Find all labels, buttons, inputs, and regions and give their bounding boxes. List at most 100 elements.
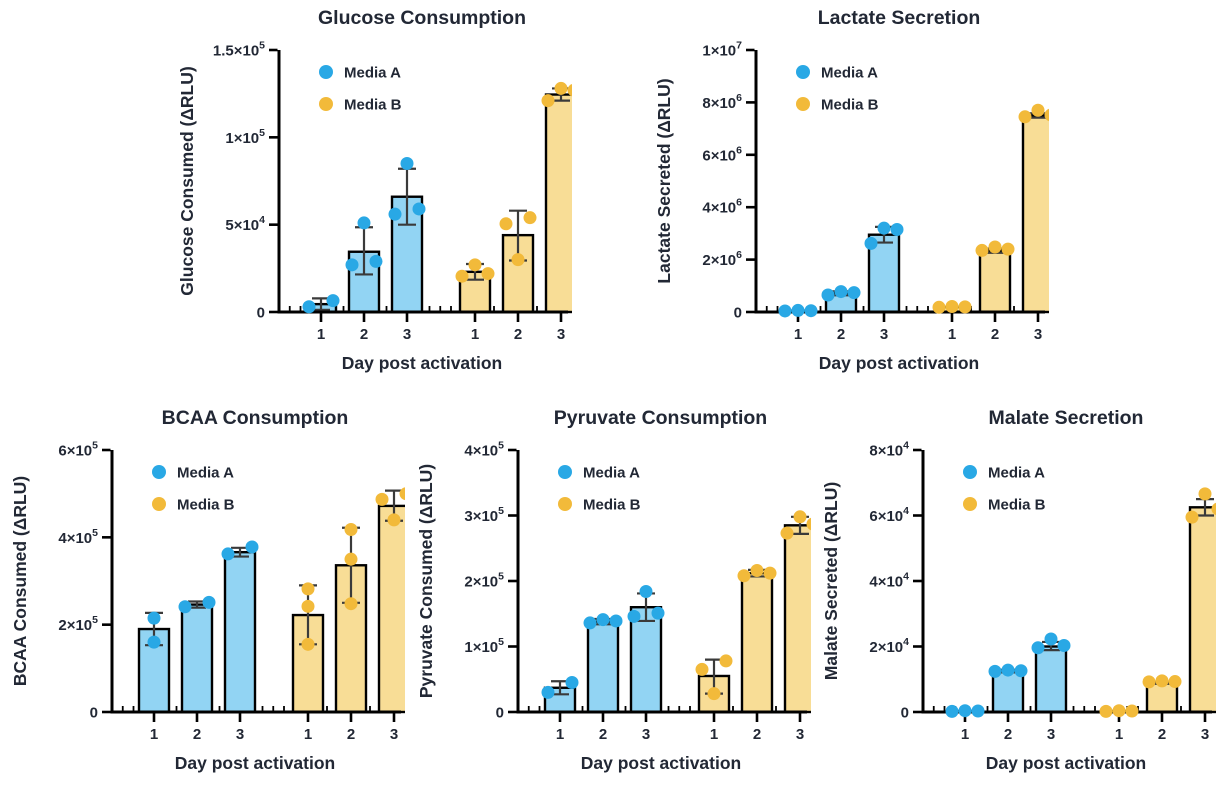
data-point <box>1001 242 1015 256</box>
x-tick-label: 1 <box>555 726 563 743</box>
x-tick-label: 2 <box>752 726 760 743</box>
chart-title-lactate: Lactate Secretion <box>817 7 981 29</box>
data-point <box>1099 704 1113 718</box>
y-axis-label: Glucose Consumed (ΔRLU) <box>177 66 197 295</box>
x-tick-label: 2 <box>193 726 201 743</box>
data-point <box>412 202 426 216</box>
data-point <box>793 510 806 524</box>
data-point <box>455 269 469 283</box>
x-tick-label: 1 <box>948 326 956 343</box>
data-point <box>1057 639 1071 653</box>
data-point <box>971 704 985 718</box>
bar <box>180 603 214 714</box>
data-point <box>958 300 972 314</box>
x-tick-label: 3 <box>880 326 888 343</box>
bar <box>740 571 773 714</box>
data-point <box>627 609 640 623</box>
x-axis-label: Day post activation <box>580 753 740 773</box>
data-point <box>1001 663 1015 677</box>
data-point <box>388 207 402 221</box>
data-point <box>1198 487 1212 501</box>
glucose-consumption-chart: 0 5×104 1×105 1.5×105 1 2 3 1 2 3 Glucose Consumed… <box>177 40 572 373</box>
data-point <box>877 221 891 235</box>
x-axis-ticks: 1 2 3 1 2 3 <box>794 313 1042 343</box>
x-tick-label: 1 <box>471 326 479 343</box>
y-tick-label: 1×105 <box>464 636 504 656</box>
y-tick-label: 8×106 <box>702 92 742 112</box>
legend-label: Media A <box>177 465 234 482</box>
y-tick-label: 1.5×105 <box>213 40 265 60</box>
data-point <box>583 616 596 630</box>
data-point <box>399 487 405 501</box>
data-point <box>1211 502 1216 516</box>
legend-label: Media A <box>821 65 878 82</box>
bar <box>978 249 1012 314</box>
data-point <box>1185 510 1199 524</box>
data-point <box>344 597 358 611</box>
data-point <box>301 637 315 651</box>
legend: Media A Media B <box>557 465 641 514</box>
x-tick-label: 2 <box>598 726 606 743</box>
chart-bcaa-consumption: BCAA Consumption 0 2×105 4×105 6×105 1 2 3 1 2 3 B… <box>0 406 405 784</box>
data-point <box>719 654 732 668</box>
legend-label: Media B <box>821 97 879 114</box>
bar <box>1034 645 1068 714</box>
x-tick-label: 1 <box>150 726 158 743</box>
x-axis-label: Day post activation <box>342 353 502 373</box>
x-tick-label: 1 <box>304 726 312 743</box>
data-point <box>707 687 720 701</box>
x-tick-label: 2 <box>360 326 368 343</box>
y-tick-label: 1×107 <box>702 40 742 60</box>
legend-dot-media_a <box>152 465 166 479</box>
x-tick-label: 1 <box>961 726 969 743</box>
data-point <box>302 300 316 314</box>
y-axis-ticks: 0 1×105 2×105 3×105 4×105 <box>464 440 516 722</box>
data-point <box>695 662 708 676</box>
y-tick-label: 2×105 <box>464 571 504 591</box>
error-bars <box>832 112 1047 297</box>
x-axis-ticks: 1 2 3 1 2 3 <box>961 713 1209 743</box>
chart-malate-secretion: Malate Secretion 0 2×104 4×104 6×104 8×104 1 2… <box>811 406 1216 784</box>
y-tick-label: 2×104 <box>869 636 909 656</box>
data-points <box>945 487 1216 718</box>
bar <box>586 620 619 714</box>
data-point <box>834 285 848 299</box>
data-point <box>344 522 358 536</box>
y-tick-label: 0 <box>90 705 98 722</box>
x-tick-label: 3 <box>390 726 398 743</box>
legend-dot-media_b <box>557 497 572 511</box>
legend-label: Media B <box>583 497 641 514</box>
error-bars <box>999 498 1214 685</box>
x-tick-label: 1 <box>709 726 717 743</box>
legend-dot-media_b <box>319 97 333 111</box>
x-tick-label: 2 <box>514 326 522 343</box>
bar <box>1188 506 1216 714</box>
data-point <box>1044 632 1058 646</box>
data-point <box>988 664 1002 678</box>
data-point <box>958 704 972 718</box>
bar <box>1021 114 1049 314</box>
legend-dot-media_b <box>152 497 166 511</box>
data-point <box>301 582 315 596</box>
data-point <box>975 243 989 257</box>
top-row: Glucose Consumption 0 5×104 1×105 1.5×105 1 2… <box>0 0 1216 384</box>
x-tick-label: 3 <box>1047 726 1055 743</box>
data-point <box>202 595 216 609</box>
y-axis-ticks: 0 5×104 1×105 1.5×105 <box>213 40 278 322</box>
legend-dot-media_b <box>963 497 977 511</box>
data-point <box>791 303 805 317</box>
legend-dot-media_a <box>963 465 977 479</box>
data-point <box>541 94 555 108</box>
bar <box>629 605 662 714</box>
x-tick-label: 3 <box>236 726 244 743</box>
data-point <box>864 236 878 250</box>
y-tick-label: 6×106 <box>702 144 742 164</box>
bar <box>377 504 405 714</box>
data-points <box>302 81 572 314</box>
data-point <box>847 286 861 300</box>
y-tick-label: 4×106 <box>702 197 742 217</box>
data-point <box>596 613 609 627</box>
data-point <box>481 267 495 281</box>
data-point <box>945 299 959 313</box>
x-tick-label: 3 <box>641 726 649 743</box>
